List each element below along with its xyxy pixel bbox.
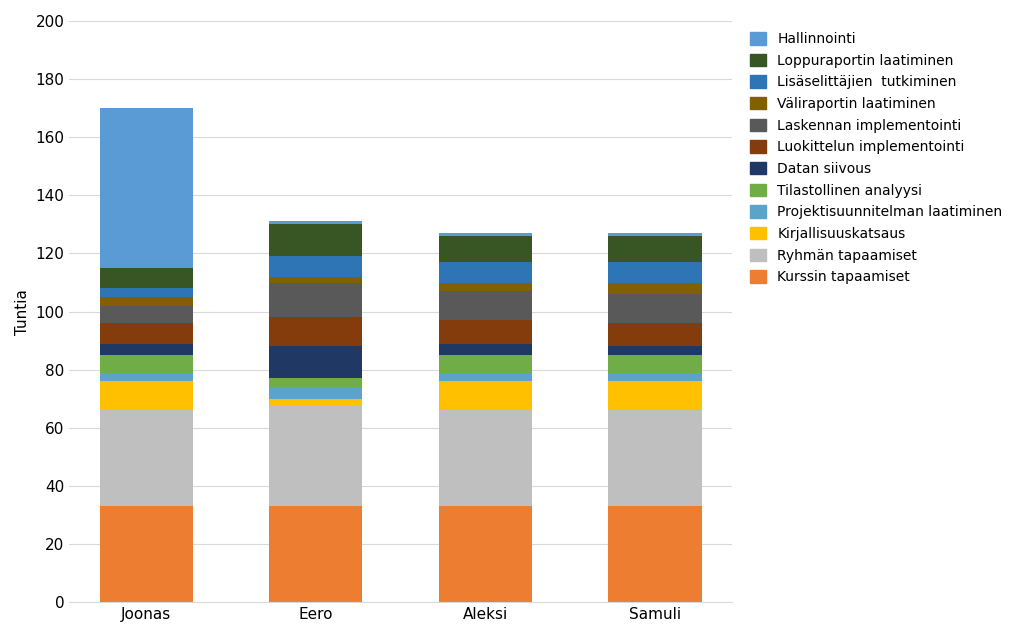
- Bar: [439, 343, 532, 355]
- Bar: [99, 382, 192, 410]
- Bar: [439, 236, 532, 262]
- Bar: [439, 262, 532, 283]
- Bar: [99, 506, 192, 602]
- Bar: [609, 506, 702, 602]
- Bar: [439, 291, 532, 320]
- Bar: [439, 373, 532, 382]
- Bar: [609, 323, 702, 347]
- Bar: [269, 276, 362, 283]
- Bar: [439, 382, 532, 410]
- Bar: [269, 283, 362, 317]
- Bar: [609, 347, 702, 355]
- Bar: [439, 233, 532, 236]
- Bar: [269, 347, 362, 378]
- Bar: [609, 233, 702, 236]
- Bar: [269, 256, 362, 276]
- Bar: [99, 410, 192, 506]
- Bar: [269, 317, 362, 347]
- Bar: [609, 410, 702, 506]
- Bar: [269, 506, 362, 602]
- Bar: [609, 382, 702, 410]
- Bar: [99, 297, 192, 306]
- Bar: [609, 283, 702, 294]
- Bar: [269, 404, 362, 506]
- Bar: [609, 373, 702, 382]
- Bar: [609, 294, 702, 323]
- Bar: [269, 399, 362, 404]
- Bar: [439, 283, 532, 291]
- Bar: [439, 355, 532, 373]
- Bar: [609, 262, 702, 283]
- Bar: [99, 306, 192, 323]
- Bar: [99, 343, 192, 355]
- Bar: [99, 355, 192, 373]
- Bar: [99, 373, 192, 382]
- Bar: [269, 222, 362, 224]
- Bar: [99, 289, 192, 297]
- Bar: [439, 410, 532, 506]
- Legend: Hallinnointi, Loppuraportin laatiminen, Lisäselittäjien  tutkiminen, Väliraporti: Hallinnointi, Loppuraportin laatiminen, …: [746, 28, 1007, 289]
- Bar: [439, 320, 532, 343]
- Bar: [99, 108, 192, 268]
- Bar: [269, 387, 362, 399]
- Y-axis label: Tuntia: Tuntia: [15, 289, 30, 334]
- Bar: [269, 224, 362, 256]
- Bar: [269, 378, 362, 387]
- Bar: [609, 355, 702, 373]
- Bar: [439, 506, 532, 602]
- Bar: [99, 323, 192, 343]
- Bar: [99, 268, 192, 289]
- Bar: [609, 236, 702, 262]
